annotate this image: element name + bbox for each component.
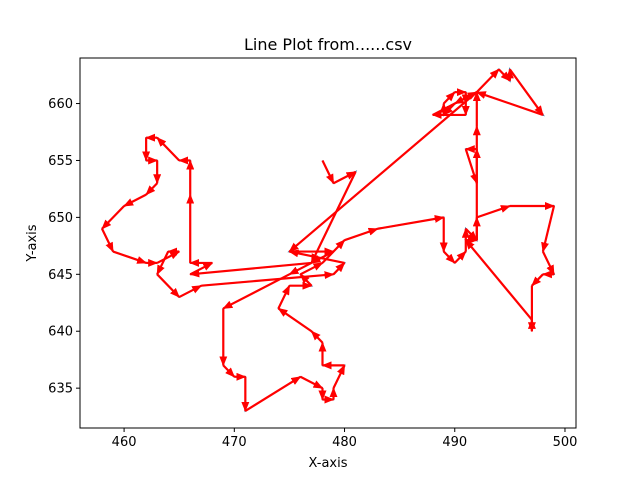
arrow-segment [310,330,324,344]
arrow-segment [222,364,236,378]
plot-frame [79,57,577,429]
arrow-segment [310,250,335,264]
y-tick-label: 655 [48,154,73,169]
x-axis-label: X-axis [309,456,348,471]
arrow-segment [508,68,544,116]
arrow-segment [476,204,511,219]
arrow-segment [277,307,313,333]
arrow-segment [288,249,345,264]
arrow-segment [299,261,324,276]
x-tick-label: 500 [553,435,578,450]
arrow-segment [476,68,500,93]
y-axis-label: Y-axis [25,224,40,262]
arrow-segment [464,239,533,321]
arrow-segment [123,193,147,207]
arrow-segment [344,227,379,242]
arrow-segment [156,136,180,162]
arrow-segment [464,148,478,185]
arrow-segment [442,91,456,105]
arrow-segment [377,214,445,230]
arrow-segment [101,228,115,253]
arrow-segment [201,271,335,287]
series-layer [101,67,556,413]
arrow-segment [332,262,346,276]
arrow-segment [189,261,214,276]
arrow-segment [432,91,478,116]
arrow-segment [156,251,170,276]
arrow-segment [475,91,544,116]
arrow-segment [531,273,544,287]
y-tick-label: 645 [48,268,73,283]
arrow-segment [145,182,158,196]
arrow-segment [299,375,324,390]
arrow-segment [178,284,203,299]
arrow-segment [112,250,148,264]
x-axis-ticks: 460 470 480 490 500 [112,428,578,450]
arrow-segment [277,284,291,309]
chart-title: Line Plot from......csv [244,35,412,54]
arrow-segment [310,171,357,264]
y-tick-label: 635 [48,382,73,397]
arrow-segment [288,261,312,276]
y-tick-label: 660 [48,97,73,112]
arrow-segment [498,68,511,82]
arrow-segment [244,375,302,412]
y-tick-label: 650 [48,211,73,226]
x-tick-label: 480 [332,435,357,450]
arrow-segment [332,364,346,389]
arrow-segment [101,205,125,230]
x-tick-label: 460 [112,435,137,450]
arrow-segment [156,273,180,298]
arrow-segment [453,250,467,264]
arrow-segment [541,251,555,276]
arrow-segment [333,170,357,185]
plot-area [80,58,576,428]
arrow-segment [321,159,335,185]
x-tick-label: 470 [222,435,247,450]
arrow-segment [189,261,312,278]
y-axis-ticks: 635 640 645 650 655 660 [48,97,80,397]
arrow-segment [541,205,556,253]
arrow-segment [288,91,478,253]
arrow-segment [442,250,456,264]
y-tick-label: 640 [48,325,73,340]
x-tick-label: 490 [442,435,467,450]
